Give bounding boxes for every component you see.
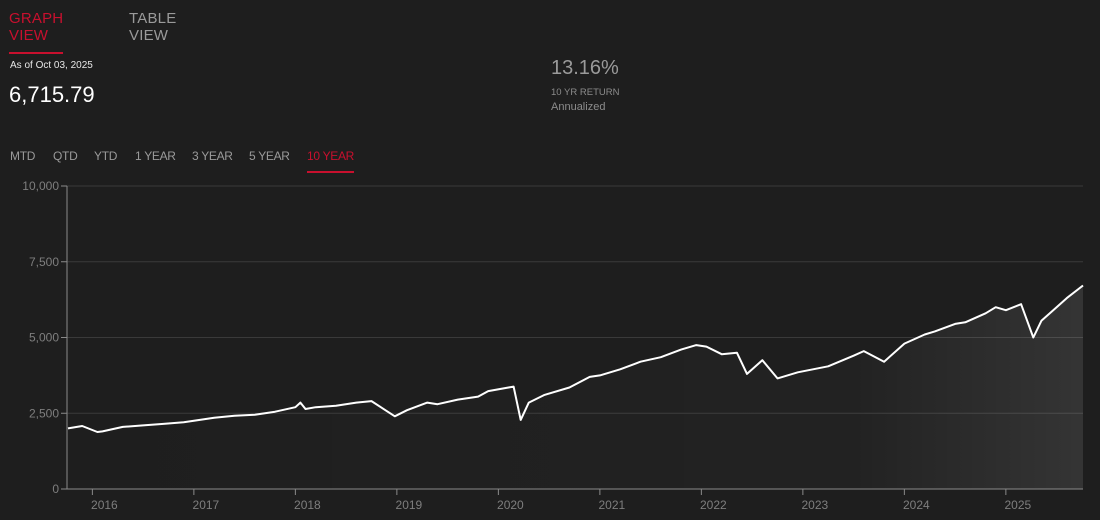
series-line [67, 284, 1084, 433]
y-tick-label: 2,500 [29, 406, 59, 420]
period-tabs: MTD QTD YTD 1 YEAR 3 YEAR 5 YEAR 10 YEAR [0, 146, 400, 176]
tab-qtd[interactable]: QTD [53, 149, 78, 163]
x-axis-ticks: 2016 2017 2018 2019 2020 2021 2022 2023 2024 2025 [91, 489, 1032, 512]
x-tick-label: 2024 [903, 498, 930, 512]
x-tick-label: 2017 [193, 498, 220, 512]
tab-table-view[interactable]: TABLE VIEW [129, 10, 177, 44]
x-tick-label: 2019 [396, 498, 423, 512]
x-tick-label: 2016 [91, 498, 118, 512]
x-tick-label: 2018 [294, 498, 321, 512]
tab-ytd[interactable]: YTD [94, 149, 118, 163]
tab-1-year[interactable]: 1 YEAR [135, 149, 176, 163]
tab-5-year[interactable]: 5 YEAR [249, 149, 290, 163]
y-tick-label: 10,000 [22, 179, 59, 193]
x-tick-label: 2020 [497, 498, 524, 512]
return-label: 10 YR RETURN [551, 87, 620, 98]
tab-mtd[interactable]: MTD [10, 149, 36, 163]
x-tick-label: 2021 [599, 498, 626, 512]
tab-graph-view[interactable]: GRAPH VIEW [9, 10, 64, 54]
x-tick-label: 2022 [700, 498, 727, 512]
return-percent: 13.16% [551, 57, 619, 79]
y-tick-label: 5,000 [29, 331, 59, 345]
y-tick-label: 0 [52, 482, 59, 496]
x-tick-label: 2025 [1005, 498, 1032, 512]
tab-10-year[interactable]: 10 YEAR [307, 149, 354, 173]
y-axis-ticks: 0 2,500 5,000 7,500 10,000 [22, 179, 67, 496]
return-sublabel: Annualized [551, 101, 606, 113]
y-tick-label: 7,500 [29, 255, 59, 269]
series-area-fill [68, 285, 1083, 489]
as-of-date: As of Oct 03, 2025 [10, 60, 93, 71]
tab-3-year[interactable]: 3 YEAR [192, 149, 233, 163]
x-tick-label: 2023 [802, 498, 829, 512]
index-value: 6,715.79 [9, 82, 95, 107]
